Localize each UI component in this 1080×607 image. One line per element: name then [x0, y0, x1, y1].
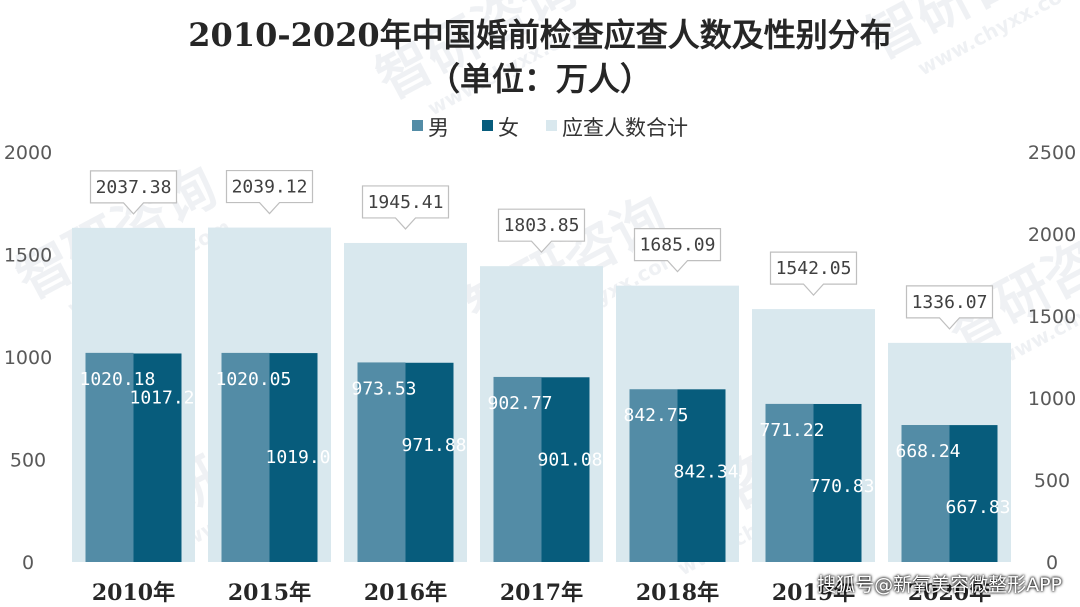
right-tick-label: 1500	[1028, 306, 1076, 328]
legend-swatch	[482, 120, 493, 131]
left-axis: 0 500 1000 1500 2000	[4, 142, 52, 574]
total-value-label: 1542.05	[776, 258, 852, 279]
legend-label: 男	[428, 116, 449, 140]
total-callout	[89, 170, 178, 215]
bar-male	[629, 389, 678, 562]
bar-female	[813, 403, 862, 562]
total-callout	[769, 251, 858, 296]
left-tick-label: 1500	[4, 245, 52, 267]
category-label: 2016年	[364, 580, 447, 606]
bar-male	[85, 352, 134, 562]
total-value-label: 2039.12	[232, 177, 308, 198]
legend: 男 女 应查人数合计	[412, 116, 688, 140]
bar-female	[269, 353, 318, 562]
female-value-label: 1019.07	[266, 447, 342, 468]
credit-text: 搜狐号@新氧美容微整形APP	[817, 574, 1062, 596]
bar-male	[357, 362, 406, 562]
total-callout	[497, 208, 586, 254]
bar-female	[541, 377, 590, 562]
bar-male	[221, 352, 270, 562]
left-tick-label: 1000	[4, 347, 52, 369]
male-value-label: 842.75	[624, 405, 689, 426]
category-label: 2010年	[92, 580, 175, 606]
category-label: 2015年	[228, 580, 311, 606]
category-label: 2017年	[500, 580, 583, 606]
legend-label: 应查人数合计	[562, 116, 688, 140]
bar-female	[677, 389, 726, 562]
category-label: 2020年	[908, 580, 991, 606]
male-value-label: 1020.05	[216, 369, 292, 390]
male-value-label: 973.53	[352, 378, 417, 399]
chart-title: 2010-2020年中国婚前检查应查人数及性别分布	[188, 16, 891, 54]
right-tick-label: 0	[1046, 552, 1058, 574]
bar-male	[765, 403, 814, 562]
male-value-label: 771.22	[760, 420, 825, 441]
total-value-label: 1803.85	[504, 215, 580, 236]
bar-male	[901, 425, 950, 562]
male-value-label: 902.77	[488, 393, 553, 414]
category-label: 2018年	[636, 580, 719, 606]
total-callout	[905, 285, 994, 330]
total-callout	[633, 228, 722, 273]
legend-swatch	[546, 120, 557, 131]
right-tick-label: 500	[1034, 470, 1070, 492]
total-value-label: 2037.38	[96, 177, 172, 198]
legend-label: 女	[498, 116, 519, 140]
category-label: 2019年	[772, 580, 855, 606]
female-value-label: 971.88	[402, 435, 467, 456]
total-value-label: 1945.41	[368, 192, 444, 213]
left-tick-label: 500	[10, 450, 46, 472]
right-tick-label: 1000	[1028, 388, 1076, 410]
bar-female	[949, 425, 998, 562]
female-value-label: 667.83	[946, 497, 1011, 518]
total-value-label: 1685.09	[640, 235, 716, 256]
female-value-label: 1017.2	[130, 387, 195, 408]
female-value-label: 770.83	[810, 476, 875, 497]
male-value-label: 1020.18	[80, 369, 156, 390]
right-tick-label: 2500	[1028, 142, 1076, 164]
female-value-label: 842.34	[674, 461, 739, 482]
left-tick-label: 0	[22, 552, 34, 574]
bar-male	[493, 376, 542, 562]
bar-female	[133, 353, 182, 562]
legend-swatch	[412, 120, 423, 131]
left-tick-label: 2000	[4, 142, 52, 164]
total-callout	[225, 169, 314, 215]
chart-subtitle: （单位：万人）	[428, 60, 652, 98]
female-value-label: 901.08	[538, 449, 603, 470]
right-tick-label: 2000	[1028, 224, 1076, 246]
total-value-label: 1336.07	[912, 292, 988, 313]
bar-female	[405, 362, 454, 562]
category-axis: 2010年 2015年 2016年 2017年 2018年 2019年 2020年	[92, 580, 991, 606]
male-value-label: 668.24	[896, 441, 961, 462]
right-axis: 0 500 1000 1500 2000 2500	[1028, 142, 1076, 574]
total-callout	[361, 185, 450, 230]
bars	[72, 227, 1011, 562]
